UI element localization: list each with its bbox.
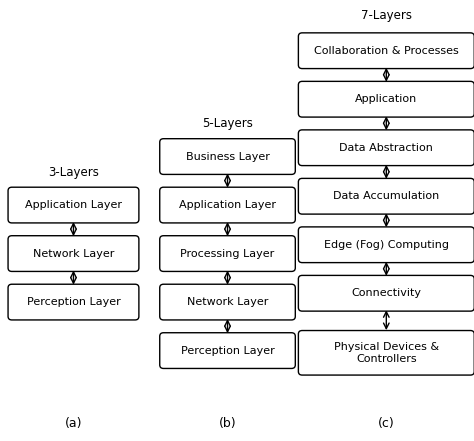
Text: Application: Application — [355, 94, 418, 104]
Text: Data Accumulation: Data Accumulation — [333, 191, 439, 201]
Text: Network Layer: Network Layer — [187, 297, 268, 307]
Text: Collaboration & Processes: Collaboration & Processes — [314, 46, 459, 56]
Text: 5-Layers: 5-Layers — [202, 117, 253, 130]
FancyBboxPatch shape — [160, 138, 295, 174]
Text: (b): (b) — [219, 417, 237, 430]
Text: (a): (a) — [65, 417, 82, 430]
Text: Network Layer: Network Layer — [33, 249, 114, 258]
FancyBboxPatch shape — [299, 331, 474, 375]
FancyBboxPatch shape — [299, 275, 474, 311]
Text: Edge (Fog) Computing: Edge (Fog) Computing — [324, 240, 449, 250]
Text: Physical Devices &
Controllers: Physical Devices & Controllers — [334, 342, 439, 363]
FancyBboxPatch shape — [160, 284, 295, 320]
Text: Application Layer: Application Layer — [25, 200, 122, 210]
FancyBboxPatch shape — [160, 235, 295, 272]
FancyBboxPatch shape — [160, 187, 295, 223]
Text: Processing Layer: Processing Layer — [181, 249, 274, 258]
Text: Connectivity: Connectivity — [351, 288, 421, 298]
Text: Business Layer: Business Layer — [186, 152, 269, 161]
FancyBboxPatch shape — [299, 33, 474, 68]
Text: (c): (c) — [378, 417, 395, 430]
Text: Application Layer: Application Layer — [179, 200, 276, 210]
FancyBboxPatch shape — [8, 235, 139, 272]
Text: Perception Layer: Perception Layer — [181, 346, 274, 355]
FancyBboxPatch shape — [299, 130, 474, 165]
Text: 3-Layers: 3-Layers — [48, 166, 99, 179]
Text: Data Abstraction: Data Abstraction — [339, 143, 433, 153]
FancyBboxPatch shape — [160, 333, 295, 369]
FancyBboxPatch shape — [299, 178, 474, 214]
FancyBboxPatch shape — [299, 227, 474, 263]
Text: Perception Layer: Perception Layer — [27, 297, 120, 307]
FancyBboxPatch shape — [299, 81, 474, 117]
FancyBboxPatch shape — [8, 284, 139, 320]
FancyBboxPatch shape — [8, 187, 139, 223]
Text: 7-Layers: 7-Layers — [361, 9, 412, 22]
